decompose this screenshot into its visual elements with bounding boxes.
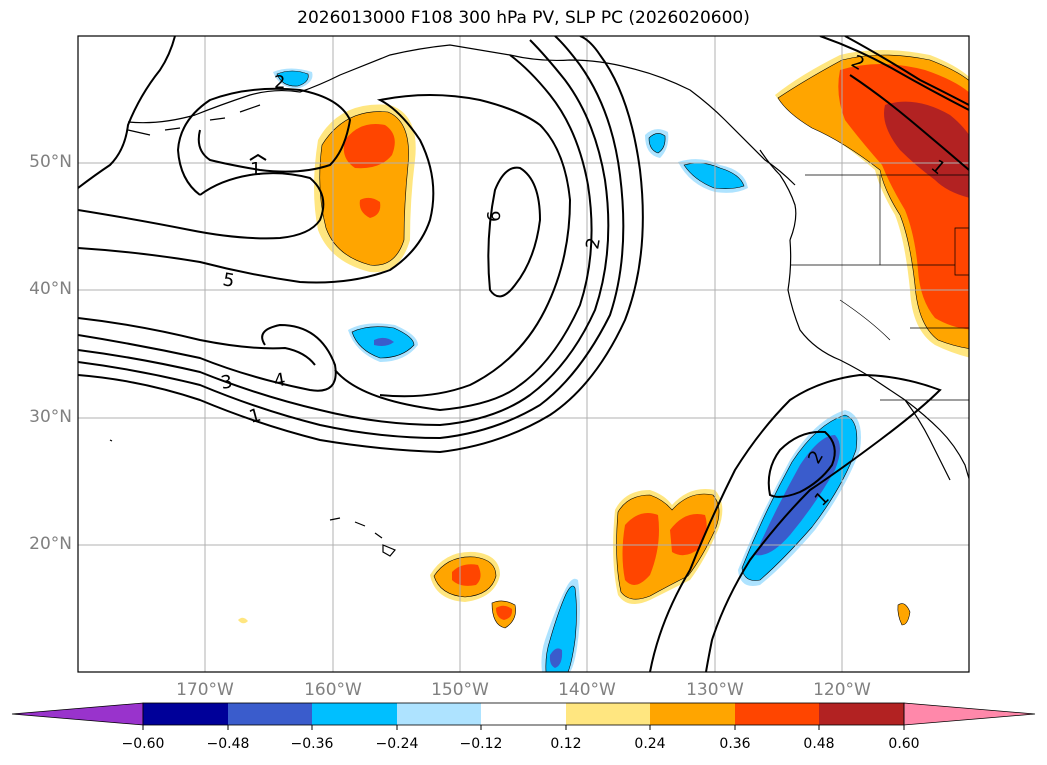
- contour-label: 6: [484, 211, 505, 222]
- colorbar-tick-label: 0.12: [550, 736, 582, 752]
- slp-contour: [78, 172, 325, 240]
- slp-contour: [176, 87, 352, 196]
- lat-tick-label: 30°N: [29, 407, 72, 427]
- slp-contour: [78, 36, 625, 440]
- colorbar-tick-label: −0.24: [375, 736, 419, 752]
- lat-tick-label: 50°N: [29, 152, 72, 172]
- contour-label: 4: [272, 369, 287, 392]
- slp-contour: [844, 36, 969, 106]
- pv-negative-region: [276, 70, 309, 87]
- map-frame: [77, 35, 970, 673]
- pv-positive-region: [897, 603, 911, 626]
- pv-negative-region: [755, 435, 840, 556]
- lon-tick-label: 140°W: [558, 680, 616, 700]
- slp-contour: [78, 94, 572, 398]
- slp-contour: [649, 373, 942, 672]
- pv-positive-region: [884, 101, 969, 198]
- pv-negative-region: [374, 337, 394, 346]
- colorbar-tick-label: −0.12: [459, 736, 503, 752]
- map-content: [78, 36, 969, 672]
- lon-tick-label: 160°W: [304, 680, 362, 700]
- aleutian-islands: [127, 104, 261, 136]
- contour-label: 1: [247, 405, 263, 428]
- colorbar-tick-label: 0.36: [719, 736, 751, 752]
- contour-label: 5: [221, 269, 236, 292]
- slp-contour: [78, 39, 610, 427]
- us-west-coast: [787, 239, 969, 481]
- pv-positive-region: [359, 197, 381, 218]
- pv-negative-region: [549, 648, 563, 668]
- pv-positive-region: [238, 617, 248, 624]
- bc-coast: [759, 149, 797, 241]
- contour-label: 2: [274, 72, 285, 93]
- alaska-coast: [127, 44, 796, 186]
- colorbar-tick-label: 0.24: [634, 736, 666, 752]
- slp-contour: [819, 36, 969, 111]
- slp-contour: [78, 54, 593, 412]
- colorbar-segment: [650, 703, 735, 725]
- lon-tick-label: 120°W: [813, 680, 871, 700]
- pv-positive-region: [496, 605, 513, 620]
- slp-contour: [849, 74, 969, 171]
- colorbar: [11, 702, 1036, 730]
- colorbar-segment: [228, 703, 312, 725]
- pv-negative-region: [648, 133, 666, 154]
- pv-negative-region: [683, 162, 745, 189]
- contour-label: 2: [582, 236, 605, 251]
- baja-california: [904, 399, 951, 481]
- slp-contour: [767, 430, 836, 498]
- lat-tick-label: 20°N: [29, 534, 72, 554]
- colorbar-tick-label: 0.60: [888, 736, 920, 752]
- contour-label: 1: [250, 159, 261, 180]
- us-state-borders: [790, 174, 969, 401]
- negative-pv-anomalies: [273, 68, 861, 672]
- colorbar-segment: [312, 703, 397, 725]
- pv-positive-region: [452, 564, 481, 586]
- colorbar-segment: [481, 703, 566, 725]
- slp-contour: [78, 36, 644, 454]
- colorbar-tick-label: −0.60: [121, 736, 165, 752]
- contour-label: 3: [219, 371, 234, 394]
- colorbar-tick-label: −0.48: [206, 736, 250, 752]
- slp-contour: [487, 166, 542, 298]
- pv-positive-region: [343, 124, 395, 169]
- map-title: 2026013000 F108 300 hPa PV, SLP PC (2026…: [297, 8, 750, 28]
- colorbar-extend-high: [903, 702, 1036, 726]
- colorbar-tick-label: −0.36: [290, 736, 334, 752]
- lon-tick-label: 150°W: [431, 680, 489, 700]
- colorbar-segment: [566, 703, 650, 725]
- pv-positive-region: [622, 512, 659, 585]
- slp-contour: [78, 36, 176, 189]
- map-gridlines: [78, 36, 969, 672]
- lon-tick-label: 130°W: [686, 680, 744, 700]
- coastlines: [109, 44, 969, 557]
- colorbar-segment: [735, 703, 819, 725]
- colorbar-tick-label: 0.48: [803, 736, 835, 752]
- colorbar-segment: [143, 703, 228, 725]
- small-island: [109, 439, 113, 442]
- hawaii-islands: [329, 517, 396, 557]
- colorbar-segment: [819, 703, 904, 725]
- colorbar-segment: [397, 703, 481, 725]
- slp-contour: [249, 153, 267, 161]
- lon-tick-label: 170°W: [176, 680, 234, 700]
- slp-contours: [78, 36, 969, 672]
- colorbar-extend-low: [11, 702, 144, 726]
- lat-tick-label: 40°N: [29, 279, 72, 299]
